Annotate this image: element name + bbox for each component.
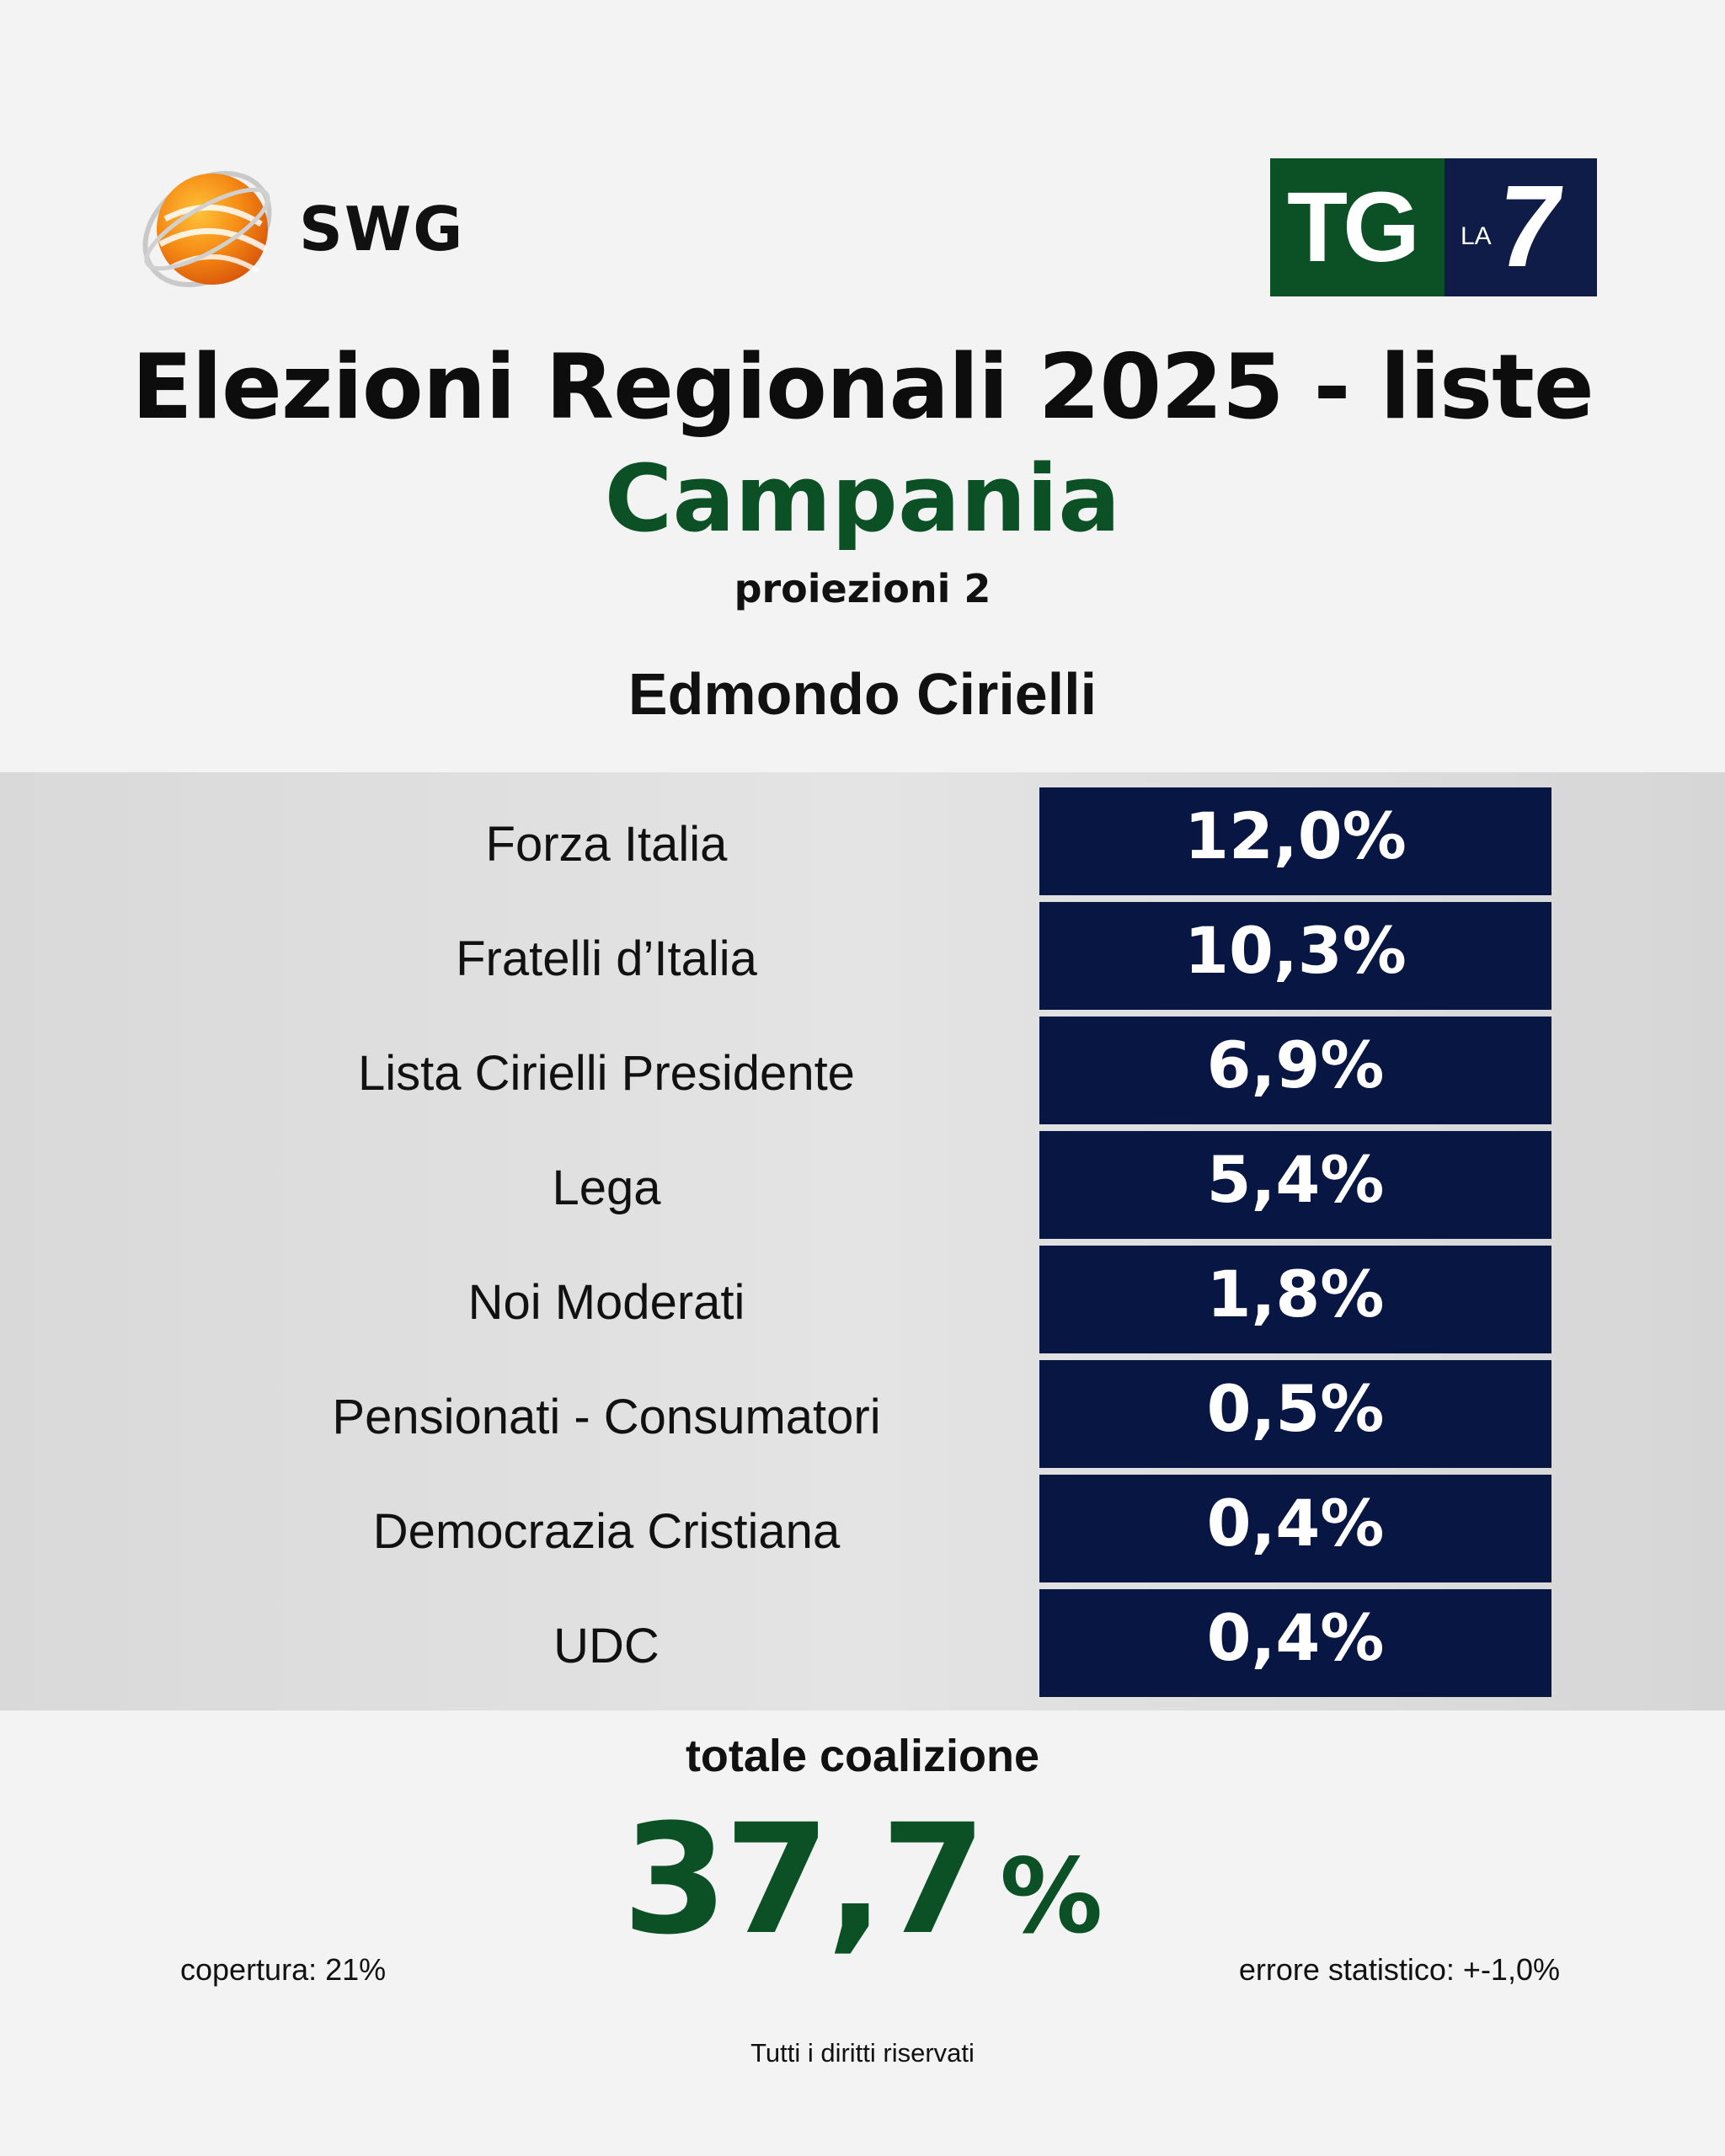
party-percentage: 12,0% (1184, 798, 1407, 873)
value-box (1039, 1589, 1551, 1697)
coverage-note: copertura: 21% (180, 1952, 387, 1987)
table-row: Pensionati - Consumatori 0,5% (0, 1360, 1725, 1468)
statistical-error-note: errore statistico: +-1,0% (1238, 1952, 1560, 1987)
rights-notice: Tutti i diritti riservati (750, 2038, 975, 2068)
swg-logo-text: SWG (299, 194, 465, 264)
table-row: UDC 0,4% (0, 1589, 1725, 1697)
value-box (1039, 902, 1551, 1010)
region-title: Campania (604, 445, 1121, 552)
party-label: Democrazia Cristiana (372, 1504, 841, 1559)
value-box (1039, 1017, 1551, 1124)
total-value: 37,7% (0, 1792, 1725, 1968)
party-label: Pensionati - Consumatori (332, 1390, 881, 1444)
value-box (1039, 1131, 1551, 1239)
party-percentage: 0,4% (1206, 1600, 1385, 1675)
party-percentage: 0,4% (1206, 1486, 1385, 1561)
tg-logo-letters: TG (1287, 172, 1420, 283)
party-percentage: 5,4% (1206, 1142, 1385, 1217)
total-number: 37,7 (622, 1792, 986, 1968)
party-percentage: 1,8% (1206, 1257, 1385, 1331)
swg-logo: SWG (135, 160, 489, 303)
total-percent-sign: % (999, 1837, 1103, 1956)
table-row: Lista Cirielli Presidente 6,9% (0, 1017, 1725, 1124)
results-table: Forza Italia 12,0% Fratelli d’Italia 10,3% L… (0, 772, 1725, 1710)
party-label: Forza Italia (485, 817, 728, 872)
party-label: Lista Cirielli Presidente (358, 1046, 855, 1101)
party-label: UDC (553, 1619, 660, 1673)
candidate-name: Edmondo Cirielli (628, 661, 1097, 727)
swg-globe-icon (142, 170, 272, 288)
table-row: Noi Moderati 1,8% (0, 1246, 1725, 1353)
projection-label: proiezioni 2 (734, 566, 991, 611)
value-box (1039, 1360, 1551, 1468)
table-row: Democrazia Cristiana 0,4% (0, 1475, 1725, 1582)
tg-la7-logo: TG LA 7 (1270, 158, 1597, 296)
tg-logo-seven: 7 (1488, 162, 1572, 291)
value-box (1039, 787, 1551, 895)
party-percentage: 10,3% (1184, 913, 1407, 988)
table-row: Forza Italia 12,0% (0, 787, 1725, 895)
value-box (1039, 1475, 1551, 1582)
party-label: Fratelli d’Italia (456, 931, 757, 986)
table-row: Fratelli d’Italia 10,3% (0, 902, 1725, 1010)
total-label: totale coalizione (685, 1731, 1040, 1781)
tg-logo-la: LA (1461, 222, 1492, 250)
value-box (1039, 1246, 1551, 1353)
party-label: Lega (552, 1161, 661, 1215)
party-percentage: 6,9% (1206, 1027, 1385, 1102)
page-title: Elezioni Regionali 2025 - liste (131, 335, 1594, 439)
table-row: Lega 5,4% (0, 1131, 1725, 1239)
party-percentage: 0,5% (1206, 1371, 1385, 1446)
tg-logo-green-panel (1270, 158, 1445, 296)
party-label: Noi Moderati (467, 1275, 745, 1330)
